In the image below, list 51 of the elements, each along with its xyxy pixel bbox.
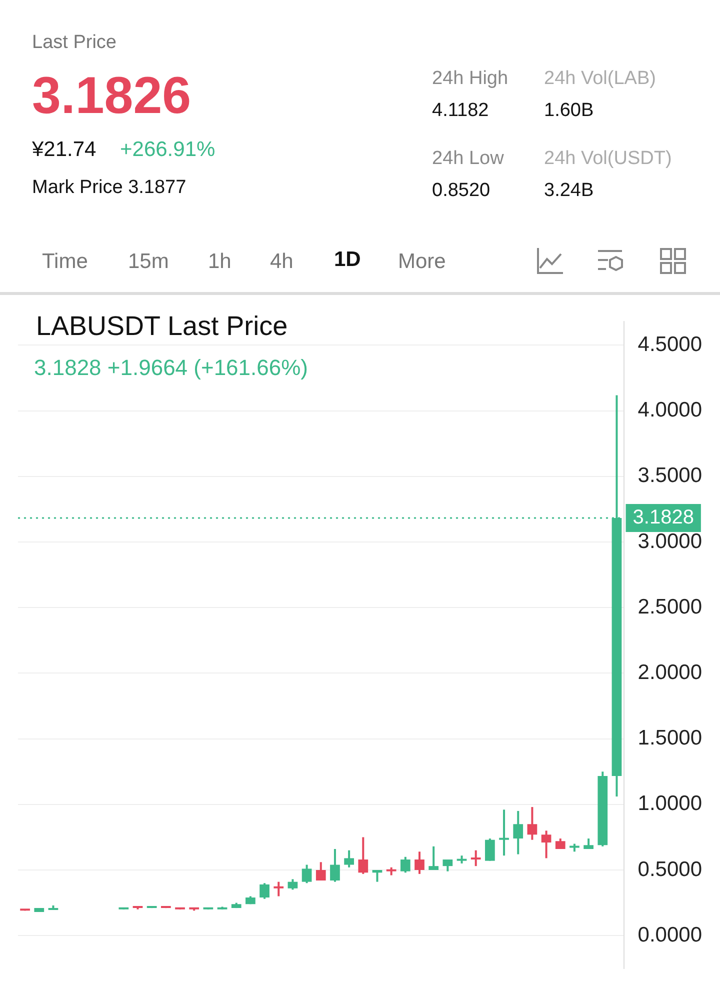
chart-title: LABUSDT Last Price — [36, 311, 288, 342]
text: 24h Vol(LAB) — [544, 68, 656, 90]
ref-line-label: 3.1828 — [632, 506, 694, 529]
candlestick — [414, 850, 424, 875]
text: 15m — [128, 250, 169, 274]
candlestick — [316, 861, 326, 882]
text: 24h Vol(USDT) — [544, 148, 672, 170]
text: 4.1182 — [432, 100, 489, 122]
text: 24h Low — [432, 148, 504, 170]
y-tick-label: 1.0000 — [638, 792, 702, 816]
text: 1D — [334, 248, 361, 272]
candlestick — [274, 880, 284, 898]
candlestick — [541, 830, 552, 860]
candlestick — [428, 845, 439, 872]
text: ¥21.74 — [32, 138, 96, 162]
candlestick — [302, 864, 312, 884]
candlestick — [442, 858, 453, 872]
candlestick — [499, 808, 509, 857]
candlestick — [288, 878, 298, 891]
candlestick — [513, 810, 524, 856]
y-tick-label: 4.0000 — [638, 398, 702, 422]
y-tick-label: 4.5000 — [638, 333, 702, 356]
y-tick-label: 3.5000 — [638, 464, 702, 488]
y-tick-label: 1.5000 — [638, 726, 702, 750]
text: More — [398, 250, 446, 274]
y-tick-label: 2.5000 — [638, 595, 702, 618]
text: 1.60B — [544, 100, 594, 122]
text: +266.91% — [120, 138, 216, 162]
candlestick — [485, 838, 495, 862]
candlestick — [344, 849, 354, 868]
text: 4h — [270, 250, 294, 274]
text: 3.1828 +1.9664 (+161.66%) — [34, 355, 308, 381]
y-tick-label: 2.0000 — [638, 661, 702, 684]
text: 1h — [208, 250, 232, 274]
candlestick — [260, 882, 270, 900]
candlestick — [358, 836, 368, 875]
candlestick — [372, 869, 382, 883]
y-tick-label: 0.0000 — [638, 923, 702, 946]
candlestick — [400, 856, 410, 874]
y-tick-label: 3.0000 — [638, 530, 702, 553]
text: 3.24B — [544, 180, 594, 202]
candlestick — [470, 849, 481, 868]
text: Time — [42, 250, 88, 274]
candlestick — [330, 848, 340, 883]
text: Mark Price 3.1877 — [32, 177, 186, 199]
text: 0.8520 — [432, 180, 490, 202]
text: 3.1826 — [32, 66, 192, 126]
y-tick-label: 0.5000 — [638, 858, 702, 881]
candlestick — [527, 806, 538, 841]
text: 24h High — [432, 68, 508, 90]
text: Last Price — [32, 32, 116, 54]
